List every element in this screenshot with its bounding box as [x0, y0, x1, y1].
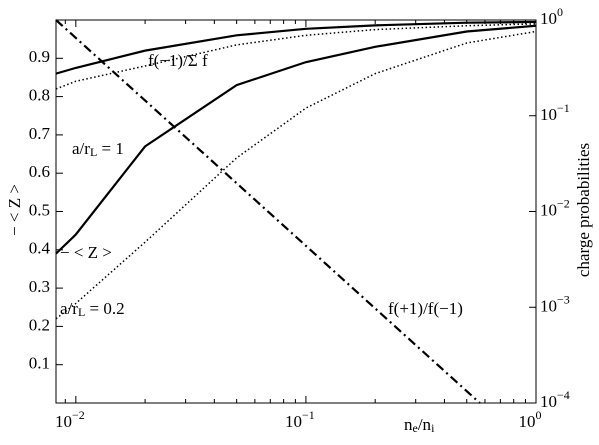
annotation-part: L: [78, 305, 85, 319]
x-tick-label-base: 10: [285, 412, 302, 431]
annotation-part: a/r: [60, 299, 78, 318]
y-tick-label: 0.1: [29, 354, 50, 373]
y2-tick-label-exp: 0: [557, 5, 563, 19]
y-tick-label: 0.5: [29, 200, 50, 219]
annotation: − < Z >: [60, 243, 112, 262]
x-tick-label-exp: −1: [302, 408, 315, 422]
y-tick-label: 0.6: [29, 162, 50, 181]
x-tick-label-base: 10: [519, 412, 536, 431]
x-tick-label: 10−1: [285, 408, 315, 431]
line-series: [55, 20, 537, 75]
line-series: [55, 23, 537, 90]
y2-axis-label: charge probabilities: [574, 143, 593, 277]
y2-tick-label: 10−4: [540, 388, 570, 411]
y2-tick-label-exp: −4: [557, 388, 570, 402]
y2-tick-label-base: 10: [540, 200, 557, 219]
y2-tick-label: 10−2: [540, 197, 570, 220]
y2-tick-label: 10−3: [540, 292, 570, 315]
y2-tick-label-base: 10: [540, 9, 557, 28]
annotation-part: f(−1)/Σ f: [148, 51, 208, 70]
line-series: [55, 30, 537, 320]
y2-tick-label: 100: [540, 5, 563, 28]
x-axis-label-part: e: [413, 421, 418, 435]
y-axis-label: − < Z >: [5, 184, 24, 236]
plot-frame: [55, 19, 537, 404]
y-tick-label: 0.9: [29, 47, 50, 66]
x-axis-label-part: /n: [418, 415, 432, 434]
annotation-part: a/r: [72, 139, 90, 158]
y2-tick-label-exp: −1: [557, 101, 570, 115]
y-tick-label: 0.3: [29, 277, 50, 296]
y2-tick-label-base: 10: [540, 296, 557, 315]
annotation: a/rL = 1: [72, 139, 124, 159]
x-tick-label-exp: 0: [536, 408, 542, 422]
y-tick-label: 0.7: [29, 124, 51, 143]
y2-tick-label: 10−1: [540, 101, 570, 124]
line-series: [55, 19, 481, 404]
annotation-part: = 0.2: [85, 299, 124, 318]
x-axis-label-part: n: [404, 415, 413, 434]
x-axis-label-part: i: [431, 421, 435, 435]
x-tick-label: 100: [519, 408, 542, 431]
y-tick-label: 0.4: [29, 239, 51, 258]
x-tick-label-base: 10: [55, 412, 72, 431]
x-axis-label: ne/ni: [404, 415, 435, 435]
y-tick-label: 0.8: [29, 86, 50, 105]
y2-tick-label-base: 10: [540, 105, 557, 124]
annotation-part: = 1: [97, 139, 124, 158]
x-tick-label-exp: −2: [72, 408, 85, 422]
line-series: [55, 24, 537, 255]
annotation-part: f(+1)/f(−1): [388, 299, 463, 318]
x-tick-label: 10−2: [55, 408, 85, 431]
annotation: f(−1)/Σ f: [148, 51, 208, 70]
y-tick-label: 0.2: [29, 315, 50, 334]
y2-tick-label-exp: −3: [557, 292, 570, 306]
annotation-part: L: [90, 145, 97, 159]
y2-tick-label-base: 10: [540, 392, 557, 411]
y2-tick-label-exp: −2: [557, 197, 570, 211]
annotation: a/rL = 0.2: [60, 299, 125, 319]
annotation-part: − < Z >: [60, 243, 112, 262]
annotation: f(+1)/f(−1): [388, 299, 463, 318]
